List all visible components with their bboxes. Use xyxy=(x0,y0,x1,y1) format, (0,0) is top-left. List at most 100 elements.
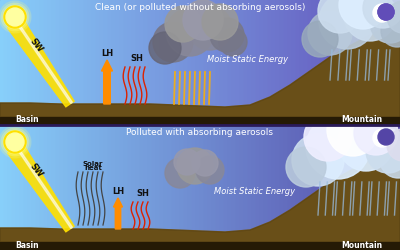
Text: LH: LH xyxy=(101,49,113,58)
Bar xyxy=(52,0,57,125)
Bar xyxy=(196,0,201,125)
Bar xyxy=(84,125,89,250)
Circle shape xyxy=(304,113,352,161)
Bar xyxy=(212,0,217,125)
Text: Moist Static Energy: Moist Static Energy xyxy=(208,56,288,64)
Bar xyxy=(364,125,369,250)
Bar xyxy=(244,0,249,125)
Bar xyxy=(24,125,29,250)
Bar xyxy=(208,0,213,125)
Bar xyxy=(40,125,45,250)
Circle shape xyxy=(319,0,375,49)
Bar xyxy=(136,0,141,125)
Bar xyxy=(376,0,381,125)
Bar xyxy=(0,0,5,125)
Bar xyxy=(200,0,205,125)
Bar xyxy=(272,0,277,125)
Bar xyxy=(116,125,121,250)
Bar xyxy=(296,0,301,125)
Bar xyxy=(104,125,109,250)
Polygon shape xyxy=(0,145,400,250)
Bar xyxy=(56,125,61,250)
Bar xyxy=(320,0,325,125)
Circle shape xyxy=(373,129,391,147)
Circle shape xyxy=(1,3,29,31)
Bar xyxy=(0,125,5,250)
Bar xyxy=(180,125,185,250)
Circle shape xyxy=(0,126,31,158)
Bar xyxy=(256,125,261,250)
Bar xyxy=(172,125,177,250)
Bar xyxy=(108,125,113,250)
Bar xyxy=(124,125,129,250)
Circle shape xyxy=(387,1,400,33)
Polygon shape xyxy=(0,20,400,125)
Bar xyxy=(276,125,281,250)
Bar xyxy=(240,0,245,125)
Circle shape xyxy=(4,6,26,28)
Text: SW: SW xyxy=(28,36,44,54)
Bar xyxy=(268,125,273,250)
Bar xyxy=(176,125,181,250)
Text: SH: SH xyxy=(136,189,150,198)
Circle shape xyxy=(380,142,400,178)
Bar xyxy=(308,0,313,125)
Bar xyxy=(352,0,357,125)
Bar xyxy=(68,0,73,125)
Circle shape xyxy=(202,4,238,40)
Bar xyxy=(236,125,241,250)
Polygon shape xyxy=(16,146,72,228)
Bar xyxy=(28,0,33,125)
Bar xyxy=(372,0,377,125)
Bar xyxy=(388,0,393,125)
Bar xyxy=(392,0,397,125)
Bar xyxy=(300,125,305,250)
Circle shape xyxy=(0,1,31,33)
Bar xyxy=(148,0,153,125)
Text: Moist Static Energy: Moist Static Energy xyxy=(214,188,296,196)
Bar xyxy=(384,0,389,125)
Bar xyxy=(180,0,185,125)
Bar xyxy=(360,125,365,250)
Bar xyxy=(308,125,313,250)
Bar xyxy=(344,0,349,125)
Bar xyxy=(168,0,173,125)
Bar xyxy=(184,0,189,125)
Bar xyxy=(228,125,233,250)
Text: SW: SW xyxy=(28,162,44,179)
Bar xyxy=(288,125,293,250)
Bar xyxy=(376,125,381,250)
Bar xyxy=(24,0,29,125)
Bar xyxy=(212,125,217,250)
Polygon shape xyxy=(0,117,400,125)
Text: Mountain: Mountain xyxy=(342,116,382,124)
Text: Basin: Basin xyxy=(15,116,39,124)
Bar xyxy=(292,0,297,125)
Bar xyxy=(164,0,169,125)
Bar xyxy=(284,125,289,250)
Polygon shape xyxy=(0,20,400,125)
Bar xyxy=(88,125,93,250)
Circle shape xyxy=(210,18,244,52)
Bar xyxy=(188,125,193,250)
Bar xyxy=(200,125,205,250)
Bar xyxy=(276,0,281,125)
Bar xyxy=(260,125,265,250)
Bar xyxy=(264,0,269,125)
Circle shape xyxy=(338,115,394,171)
Bar xyxy=(84,0,89,125)
Bar xyxy=(96,125,101,250)
Bar xyxy=(92,0,97,125)
Bar xyxy=(360,0,365,125)
Bar xyxy=(224,0,229,125)
Bar xyxy=(268,0,273,125)
Bar xyxy=(80,0,85,125)
Circle shape xyxy=(286,147,326,187)
Circle shape xyxy=(378,4,394,20)
Bar xyxy=(96,0,101,125)
Bar xyxy=(76,0,81,125)
Bar xyxy=(272,125,277,250)
Bar xyxy=(144,125,149,250)
Bar xyxy=(136,125,141,250)
Bar xyxy=(248,0,253,125)
